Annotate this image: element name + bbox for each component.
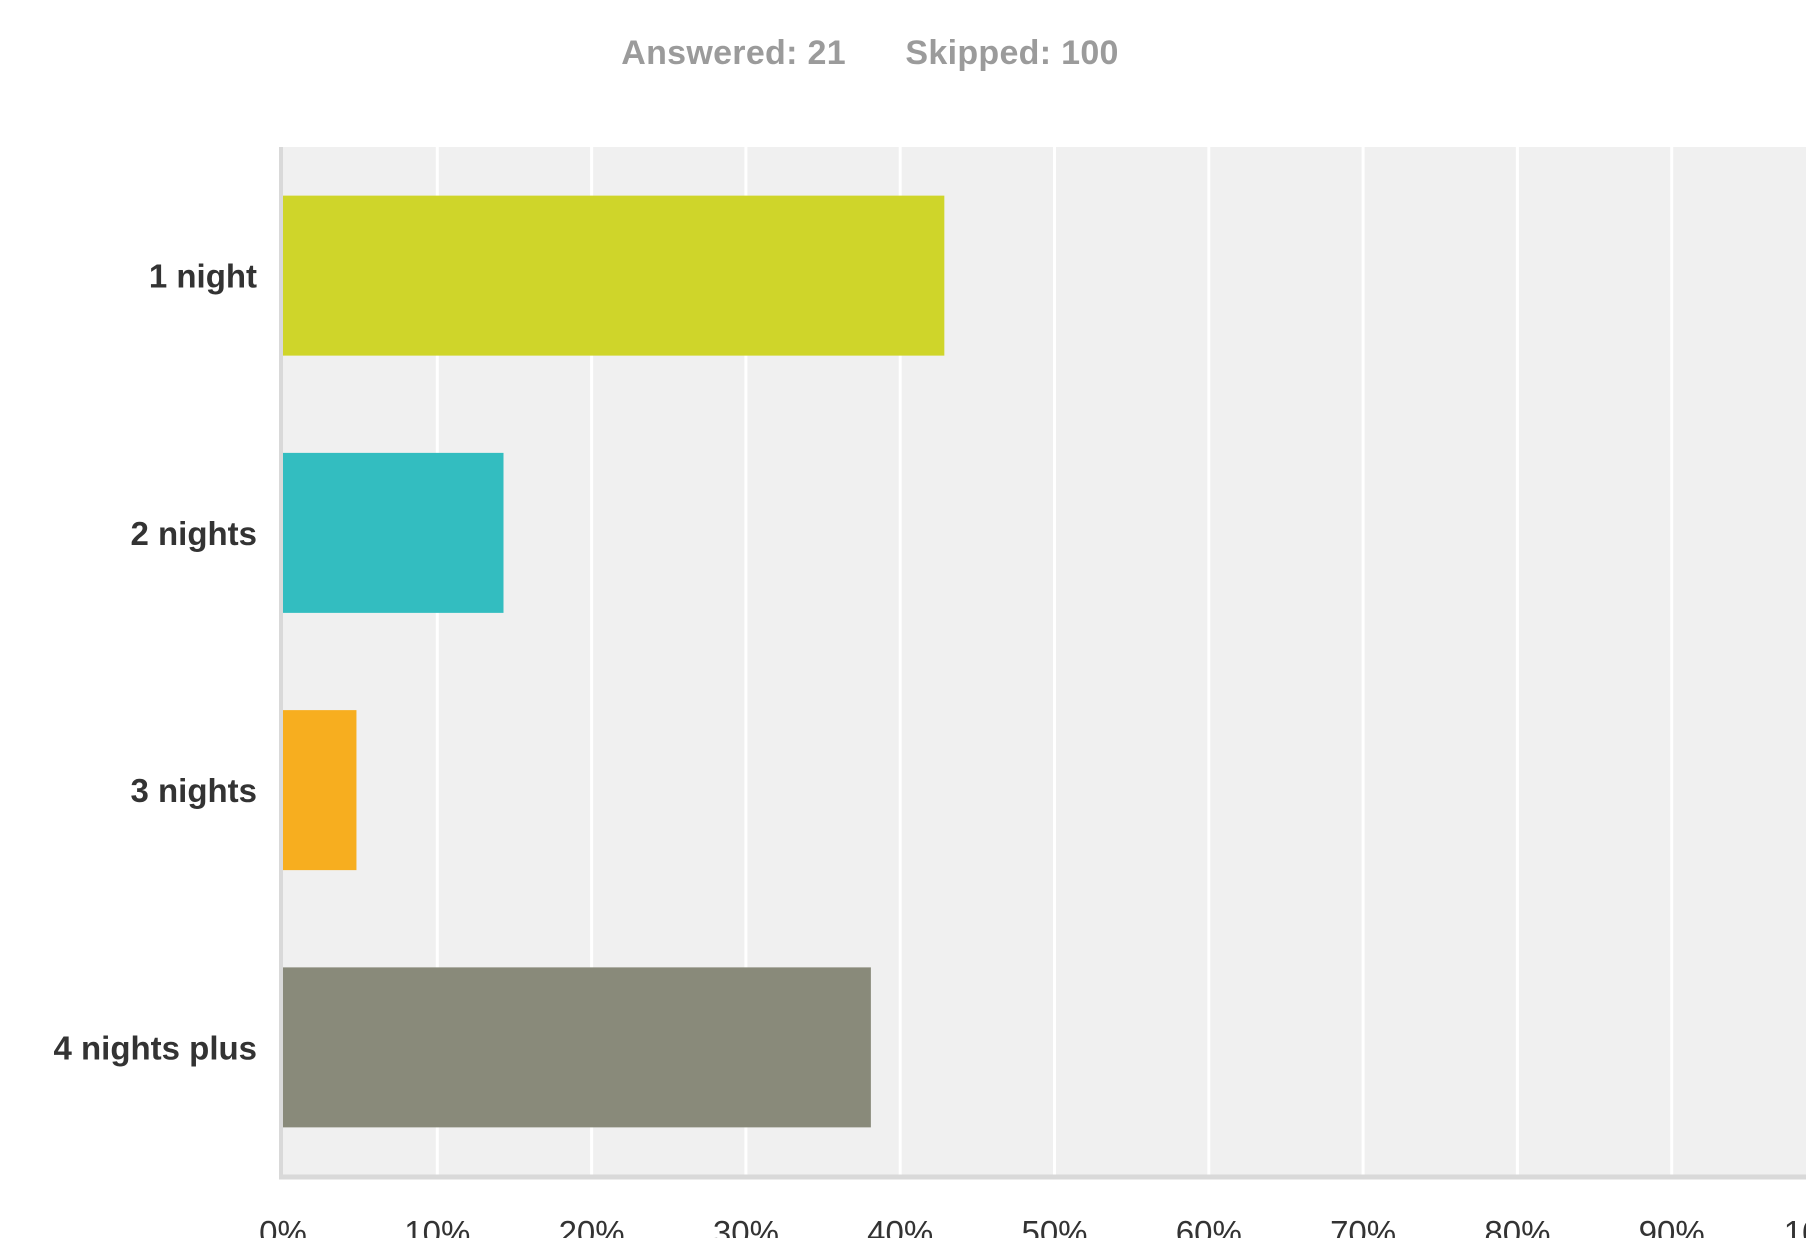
bar-3-nights[interactable] [283,710,357,871]
x-tick-60pct: 60% [1176,1214,1242,1238]
x-tick-20pct: 20% [559,1214,625,1238]
axes [279,147,1806,1180]
answered-count: Answered: 21 [621,34,846,72]
x-tick-40pct: 40% [867,1214,933,1238]
category-label-3-nights: 3 nights [130,772,257,809]
x-tick-90pct: 90% [1639,1214,1705,1238]
x-tick-80pct: 80% [1484,1214,1550,1238]
bars [283,195,945,1128]
x-tick-50pct: 50% [1021,1214,1087,1238]
category-label-4-nights-plus: 4 nights plus [53,1029,257,1066]
bar-1-night[interactable] [283,195,945,356]
category-label-2-nights: 2 nights [130,515,257,552]
x-tick-100pct: 100% [1784,1214,1806,1238]
category-label-1-night: 1 night [149,258,257,295]
x-tick-30pct: 30% [713,1214,779,1238]
category-labels: 1 night 2 nights 3 nights 4 nights plus [53,258,257,1067]
x-tick-labels: 0% 10% 20% 30% 40% 50% 60% 70% 80% 90% 100% [259,1214,1806,1238]
bar-4-nights-plus[interactable] [283,967,871,1128]
x-tick-10pct: 10% [404,1214,470,1238]
x-tick-70pct: 70% [1330,1214,1396,1238]
x-tick-0pct: 0% [259,1214,307,1238]
skipped-count: Skipped: 100 [905,34,1119,72]
bar-2-nights[interactable] [283,452,504,613]
response-summary: Answered: 21 Skipped: 100 [0,34,1740,73]
